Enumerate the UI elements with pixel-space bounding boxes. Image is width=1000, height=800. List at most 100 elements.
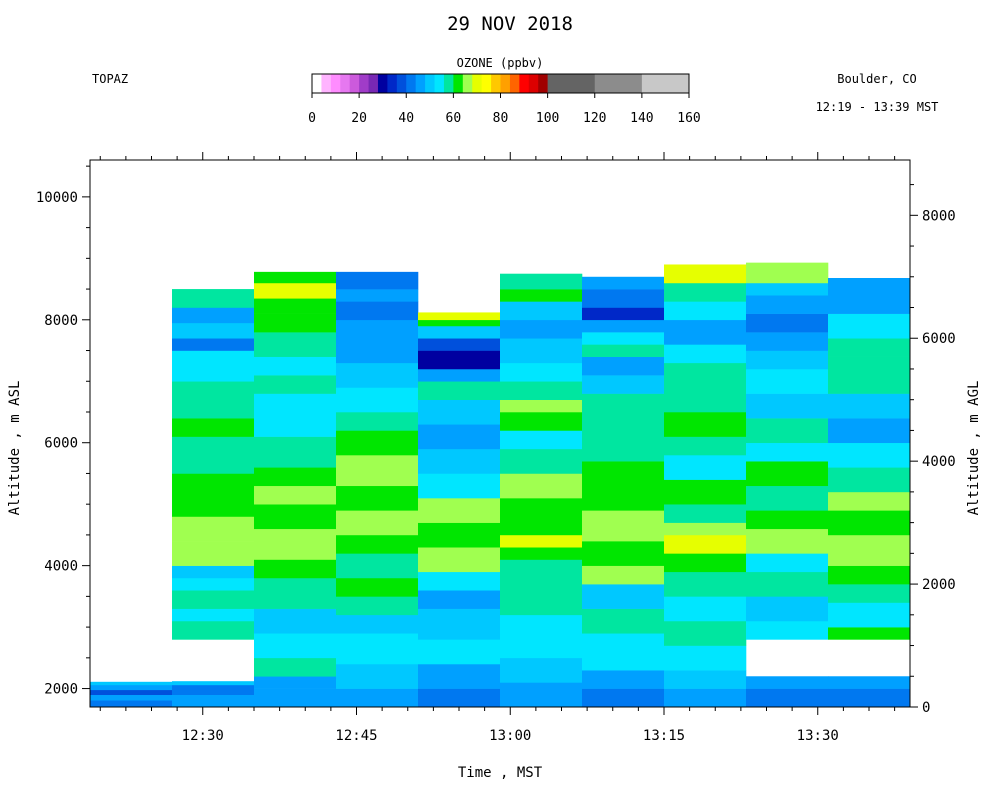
heatmap-cell (828, 356, 911, 394)
heatmap-cell (664, 411, 747, 437)
heatmap-cell (90, 694, 173, 701)
heatmap-cell (254, 657, 337, 677)
heatmap-cell (336, 596, 419, 616)
heatmap-cell (582, 485, 665, 511)
x-tick-label: 13:00 (489, 728, 531, 744)
colorbar-bin (340, 74, 351, 93)
heatmap-cell (172, 455, 255, 474)
heatmap-cell (582, 633, 665, 671)
heatmap-cell (500, 547, 583, 560)
heatmap-cell (254, 332, 337, 357)
heatmap-cell (500, 559, 583, 591)
heatmap-cell (172, 473, 255, 493)
site-label: TOPAZ (92, 72, 128, 86)
heatmap-cell (336, 319, 419, 345)
heatmap-cell (664, 436, 747, 456)
colorbar-bin (396, 74, 407, 93)
colorbar-bin (462, 74, 473, 93)
heatmap-cell (336, 455, 419, 487)
heatmap-cell (582, 442, 665, 462)
heatmap-cell (418, 473, 501, 499)
heatmap-cell (828, 676, 911, 689)
heatmap-cell (418, 608, 501, 640)
heatmap-cell (254, 282, 337, 299)
heatmap-cell (828, 584, 911, 603)
colorbar-bin (472, 74, 483, 93)
heatmap-cell (500, 430, 583, 450)
heatmap-cell (500, 614, 583, 659)
colorbar-bin (641, 74, 690, 93)
heatmap-cell (254, 467, 337, 487)
heatmap-cell (336, 289, 419, 302)
heatmap-cell (336, 271, 419, 290)
heatmap-cell (172, 590, 255, 609)
heatmap-cell (582, 541, 665, 566)
colorbar-bin (312, 74, 322, 93)
colorbar-bin (359, 74, 369, 93)
heatmap-cell (418, 448, 501, 474)
heatmap-cell (664, 670, 747, 689)
heatmap-cell (582, 375, 665, 394)
heatmap-cell (582, 276, 665, 290)
heatmap-cell (746, 282, 829, 296)
heatmap-cell (828, 313, 911, 339)
colorbar-tick-label: 20 (351, 111, 367, 126)
heatmap-cell (172, 338, 255, 351)
heatmap-cell (418, 368, 501, 382)
heatmap-cell (418, 571, 501, 591)
heatmap-cell (500, 338, 583, 364)
y-axis-label-left: Altitude , m ASL (7, 381, 23, 516)
heatmap-cell (336, 688, 419, 708)
colorbar: 0 20 40 60 80 100 120 140 160 (308, 73, 701, 126)
heatmap-cell (746, 313, 829, 333)
heatmap-cell (828, 688, 911, 708)
heatmap-cell (664, 319, 747, 345)
heatmap-cell (90, 681, 173, 686)
heatmap-cell (746, 461, 829, 487)
heatmap-cell (582, 688, 665, 708)
x-tick-label: 12:45 (335, 728, 377, 744)
colorbar-tick-label: 120 (583, 111, 606, 126)
y-tick-label-left: 10000 (36, 190, 78, 206)
heatmap-cell (254, 375, 337, 394)
heatmap-cell (336, 485, 419, 511)
heatmap-cell (828, 467, 911, 493)
heatmap-cell (172, 436, 255, 456)
heatmap-cell (418, 424, 501, 450)
heatmap-cell (172, 516, 255, 542)
heatmap-cell (828, 295, 911, 314)
colorbar-bin (415, 74, 426, 93)
heatmap-cell (746, 510, 829, 530)
heatmap-cell (336, 614, 419, 634)
heatmap-cell (418, 688, 501, 708)
heatmap-cell (500, 301, 583, 321)
heatmap-cell (418, 381, 501, 400)
heatmap-cell (254, 485, 337, 505)
colorbar-bin (519, 74, 530, 93)
heatmap-cell (336, 411, 419, 431)
colorbar-tick-label: 80 (493, 111, 509, 126)
heatmap-cell (172, 289, 255, 296)
heatmap-cell (500, 381, 583, 400)
heatmap-cell (582, 424, 665, 444)
heatmap-cell (254, 313, 337, 333)
colorbar-tick-label: 100 (536, 111, 559, 126)
heatmap-cell (746, 596, 829, 622)
heatmap-cell (582, 510, 665, 542)
heatmap-cell (582, 584, 665, 609)
heatmap-cell (582, 393, 665, 425)
y-tick-label-left: 6000 (44, 436, 78, 452)
heatmap-cell (500, 534, 583, 548)
heatmap-cell (746, 442, 829, 462)
heatmap-cell (336, 633, 419, 665)
heatmap-cell (664, 344, 747, 364)
colorbar-bin (349, 74, 360, 93)
heatmap-cell (828, 393, 911, 419)
heatmap-cell (254, 633, 337, 659)
y-tick-label-right: 8000 (922, 208, 956, 224)
heatmap-cell (664, 571, 747, 597)
x-tick-label: 13:15 (643, 728, 685, 744)
heatmap-cell (500, 448, 583, 474)
heatmap-cell (828, 627, 911, 640)
